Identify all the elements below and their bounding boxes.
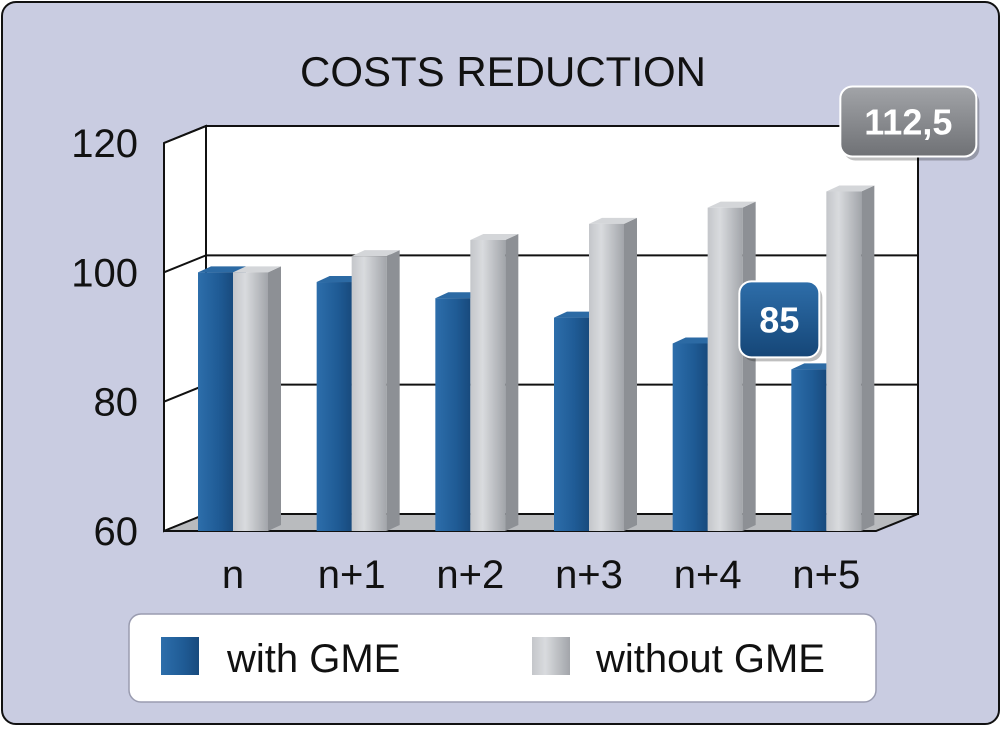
legend-label-with-gme: with GME	[226, 637, 400, 681]
bar-face	[589, 223, 624, 532]
y-tick-label: 100	[71, 251, 138, 295]
bar-top	[707, 201, 756, 208]
x-tick-label: n+3	[555, 553, 623, 597]
bar-side	[268, 266, 281, 531]
bar-face	[198, 272, 233, 531]
bar-side	[505, 234, 519, 531]
bar-top	[470, 234, 519, 240]
bar-face	[316, 282, 352, 531]
bar-face	[554, 317, 589, 531]
bar	[589, 217, 637, 532]
bar-top	[198, 266, 246, 273]
legend-label-without-gme: without GME	[595, 637, 825, 681]
y-tick-label: 120	[71, 122, 138, 166]
bar-face	[233, 272, 268, 531]
bar-top	[351, 250, 400, 257]
bar-side	[861, 185, 875, 531]
badge-label: 112,5	[864, 102, 952, 143]
bar	[707, 201, 756, 531]
y-tick-label: 80	[94, 381, 139, 425]
value-badge: 85	[738, 280, 823, 362]
x-tick-label: n+2	[436, 553, 504, 597]
legend-swatch-without-gme	[532, 637, 570, 675]
x-tick-label: n+5	[792, 553, 860, 597]
bar	[470, 234, 519, 531]
bar-side	[742, 201, 756, 531]
bar-top	[233, 266, 281, 273]
bar-face	[707, 207, 743, 531]
bar	[351, 250, 400, 531]
bar-top	[826, 185, 875, 192]
y-tick-label: 60	[94, 510, 139, 554]
bar-face	[826, 191, 862, 531]
value-badge: 112,5	[839, 85, 980, 161]
legend-swatch-with-gme	[161, 637, 199, 675]
bar-face	[470, 240, 506, 531]
legend-box	[128, 613, 877, 703]
x-tick-label: n+1	[318, 553, 386, 597]
x-tick-label: n	[222, 553, 244, 597]
bar	[233, 266, 281, 531]
x-tick-label: n+4	[674, 553, 742, 597]
badge-box	[839, 85, 978, 158]
bar-side	[386, 250, 400, 531]
bar-face	[672, 343, 708, 531]
chart-title: COSTS REDUCTION	[300, 48, 706, 95]
bar-face	[435, 298, 471, 531]
bar-face	[791, 369, 827, 531]
bar	[826, 185, 875, 531]
bar-face	[351, 256, 387, 531]
badge-label: 85	[759, 299, 799, 340]
bar-side	[624, 217, 637, 532]
badge-box	[738, 280, 821, 359]
bar-top	[589, 217, 637, 224]
